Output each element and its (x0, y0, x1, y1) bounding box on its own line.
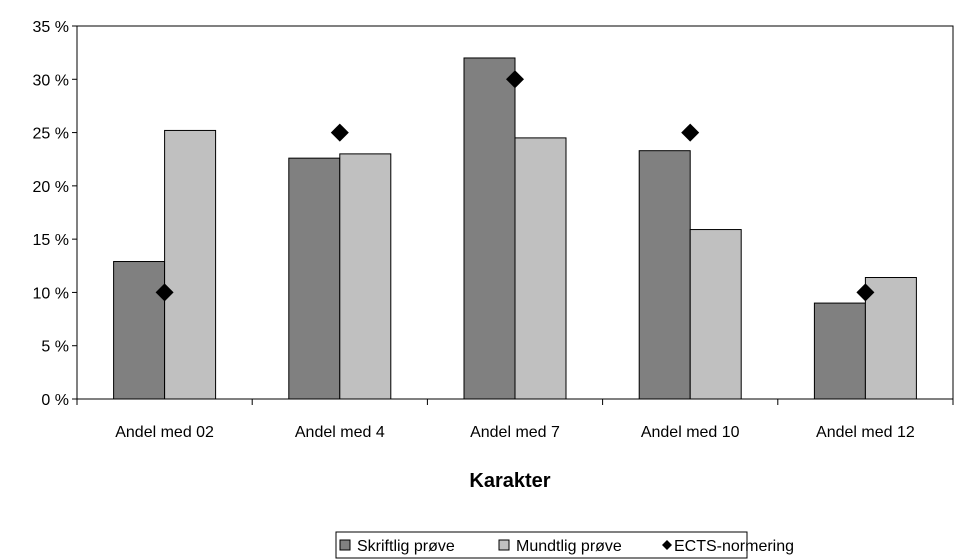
y-tick-label: 10 % (33, 285, 69, 302)
bar-mundtlig (164, 129, 217, 400)
x-tick-label: Andel med 7 (470, 424, 560, 441)
ects-marker (681, 123, 700, 142)
x-tick-label: Andel med 4 (295, 424, 385, 441)
x-tick-label: Andel med 10 (641, 424, 740, 441)
legend: Skriftlig prøve Mundtlig prøve ECTS-normer… (335, 531, 794, 559)
x-tick-label: Andel med 02 (115, 424, 214, 441)
bar-skriftlig (638, 150, 691, 400)
legend-label: Skriftlig prøve (357, 538, 455, 555)
ects-marker (330, 123, 349, 142)
bars (113, 57, 917, 400)
legend-box (335, 531, 748, 559)
x-tick-label: Andel med 12 (816, 424, 915, 441)
bar-skriftlig (288, 157, 341, 400)
legend-label: Mundtlig prøve (516, 538, 622, 555)
y-tick-label: 5 % (41, 339, 69, 356)
ects-marker (155, 283, 174, 302)
bar-mundtlig (514, 137, 567, 400)
ects-marker (856, 283, 875, 302)
y-tick-label: 15 % (33, 232, 69, 249)
bar-mundtlig (689, 229, 742, 400)
x-axis-title: Karakter (469, 470, 550, 492)
bar-skriftlig (113, 261, 166, 400)
bar-mundtlig (864, 277, 917, 400)
y-tick-label: 25 % (33, 126, 69, 143)
y-tick-label: 20 % (33, 179, 69, 196)
y-tick-label: 30 % (33, 72, 69, 89)
bar-skriftlig (463, 57, 516, 400)
y-tick-label: 0 % (41, 392, 69, 409)
x-axis: Andel med 02 Andel med 4 Andel med 7 Andel … (76, 399, 954, 441)
legend-label: ECTS-normering (674, 538, 794, 555)
legend-swatch (498, 539, 510, 551)
bar-mundtlig (339, 153, 392, 400)
markers (155, 70, 875, 302)
ects-marker (506, 70, 524, 89)
y-tick-label: 35 % (33, 19, 69, 36)
y-axis: 0 % 5 % 10 % 15 % 20 % 25 % 30 % 35 % (33, 19, 77, 409)
bar-skriftlig (813, 302, 866, 400)
legend-swatch (339, 539, 351, 551)
legend-marker-icon (662, 540, 672, 550)
